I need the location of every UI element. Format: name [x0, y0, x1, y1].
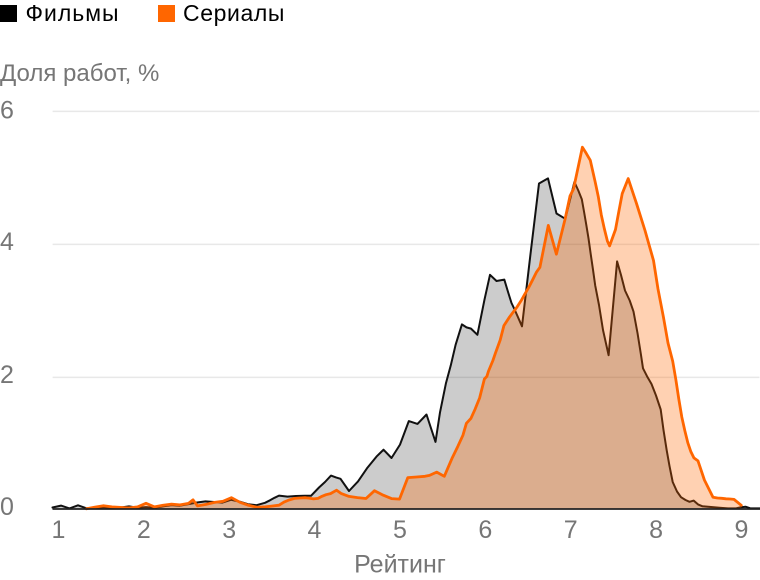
svg-text:Сериалы: Сериалы — [183, 0, 285, 26]
svg-text:Рейтинг: Рейтинг — [354, 551, 446, 579]
svg-text:6: 6 — [478, 516, 492, 544]
svg-text:Фильмы: Фильмы — [26, 0, 120, 26]
svg-text:0: 0 — [0, 493, 14, 521]
svg-text:Доля работ, %: Доля работ, % — [0, 60, 159, 87]
svg-text:1: 1 — [51, 516, 65, 544]
svg-text:2: 2 — [0, 361, 14, 389]
svg-text:5: 5 — [393, 516, 407, 544]
svg-text:7: 7 — [564, 516, 578, 544]
svg-text:9: 9 — [734, 516, 748, 544]
svg-text:4: 4 — [308, 516, 322, 544]
svg-text:3: 3 — [222, 516, 236, 544]
svg-text:2: 2 — [137, 516, 151, 544]
svg-text:4: 4 — [0, 228, 14, 256]
svg-text:6: 6 — [0, 96, 14, 124]
svg-text:8: 8 — [649, 516, 663, 544]
